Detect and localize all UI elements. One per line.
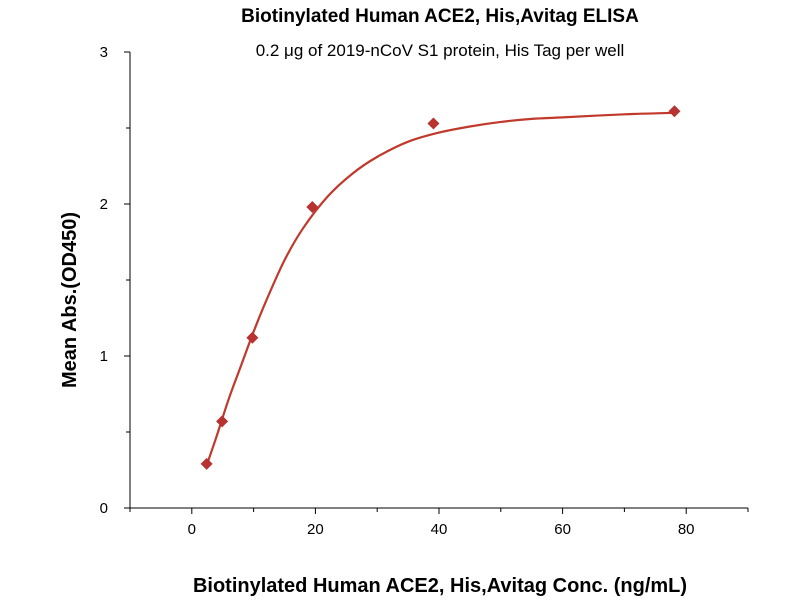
y-tick-label: 3	[100, 44, 108, 61]
data-point	[427, 117, 440, 130]
data-point	[216, 415, 229, 428]
axes	[129, 52, 748, 509]
x-tick-label: 0	[188, 521, 196, 538]
data-point	[246, 331, 259, 344]
y-tick-label: 0	[100, 500, 108, 517]
x-axis-ticks: 0 20 40 60 80	[129, 508, 749, 538]
y-axis-ticks: 0 1 2 3	[100, 44, 130, 517]
data-point	[668, 105, 681, 118]
data-points-layer	[200, 105, 681, 470]
x-tick-label: 20	[307, 521, 324, 538]
chart-title: Biotinylated Human ACE2, His,Avitag ELIS…	[241, 6, 639, 27]
y-tick-label: 1	[100, 348, 108, 365]
y-tick-label: 2	[100, 196, 108, 213]
data-point	[200, 457, 213, 470]
x-tick-label: 40	[431, 521, 448, 538]
x-tick-label: 80	[678, 521, 695, 538]
x-axis-label: Biotinylated Human ACE2, His,Avitag Conc…	[193, 575, 687, 597]
x-tick-label: 60	[554, 521, 571, 538]
fit-curve-layer	[205, 111, 675, 466]
chart-subtitle: 0.2 μg of 2019-nCoV S1 protein, His Tag …	[256, 41, 625, 60]
fit-curve	[205, 111, 675, 466]
data-point	[306, 201, 319, 214]
y-axis-label: Mean Abs.(OD450)	[59, 212, 81, 388]
